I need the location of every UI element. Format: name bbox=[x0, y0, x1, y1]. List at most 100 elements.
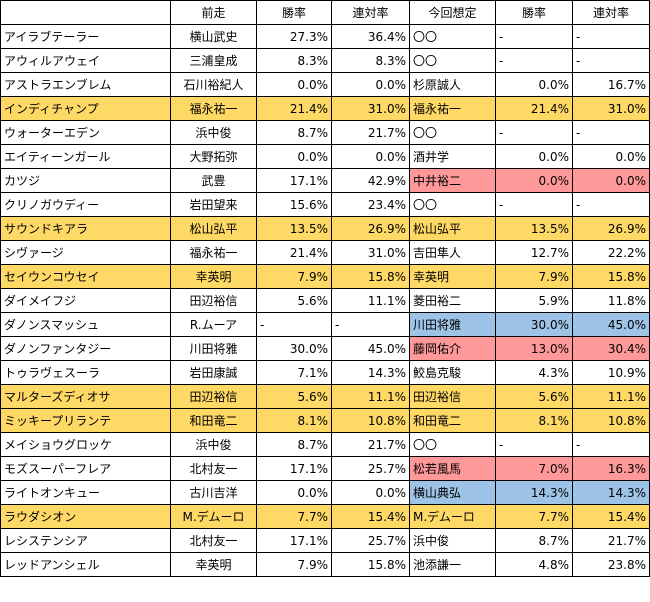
horse-name-cell[interactable]: ラウダシオン bbox=[0, 504, 171, 529]
horse-name-cell[interactable]: ダノンファンタジー bbox=[0, 336, 171, 361]
prev-place-rate-cell[interactable]: 0.0% bbox=[331, 72, 410, 97]
current-win-rate-cell[interactable]: 7.7% bbox=[495, 504, 573, 529]
prev-place-rate-cell[interactable]: 10.8% bbox=[331, 408, 410, 433]
prev-jockey-cell[interactable]: 福永祐一 bbox=[170, 240, 257, 265]
current-win-rate-cell[interactable]: 12.7% bbox=[495, 240, 573, 265]
current-win-rate-cell[interactable]: 8.1% bbox=[495, 408, 573, 433]
prev-win-rate-cell[interactable]: 21.4% bbox=[256, 96, 332, 121]
current-win-rate-cell[interactable]: 14.3% bbox=[495, 480, 573, 505]
current-jockey-cell[interactable]: 松若風馬 bbox=[409, 456, 496, 481]
current-jockey-cell[interactable]: 川田将雅 bbox=[409, 312, 496, 337]
current-place-rate-cell[interactable]: 16.7% bbox=[572, 72, 650, 97]
prev-win-rate-cell[interactable]: 7.9% bbox=[256, 264, 332, 289]
prev-place-rate-cell[interactable]: 21.7% bbox=[331, 120, 410, 145]
horse-name-cell[interactable]: アイラブテーラー bbox=[0, 24, 171, 49]
current-place-rate-cell[interactable]: 30.4% bbox=[572, 336, 650, 361]
current-jockey-cell[interactable]: 田辺裕信 bbox=[409, 384, 496, 409]
horse-name-cell[interactable]: サウンドキアラ bbox=[0, 216, 171, 241]
prev-win-rate-cell[interactable]: 17.1% bbox=[256, 168, 332, 193]
current-win-rate-cell[interactable]: 13.0% bbox=[495, 336, 573, 361]
prev-win-rate-cell[interactable]: 17.1% bbox=[256, 528, 332, 553]
current-win-rate-cell[interactable]: 5.9% bbox=[495, 288, 573, 313]
current-jockey-cell[interactable]: 松山弘平 bbox=[409, 216, 496, 241]
prev-win-rate-cell[interactable]: 5.6% bbox=[256, 384, 332, 409]
header-current-jockey[interactable]: 今回想定 bbox=[409, 0, 496, 25]
prev-win-rate-cell[interactable]: 30.0% bbox=[256, 336, 332, 361]
current-place-rate-cell[interactable]: - bbox=[572, 24, 650, 49]
horse-name-cell[interactable]: トゥラヴェスーラ bbox=[0, 360, 171, 385]
current-place-rate-cell[interactable]: 21.7% bbox=[572, 528, 650, 553]
prev-place-rate-cell[interactable]: 31.0% bbox=[331, 96, 410, 121]
prev-place-rate-cell[interactable]: 11.1% bbox=[331, 384, 410, 409]
prev-place-rate-cell[interactable]: 36.4% bbox=[331, 24, 410, 49]
header-prev-jockey[interactable]: 前走 bbox=[170, 0, 257, 25]
prev-jockey-cell[interactable]: R.ムーア bbox=[170, 312, 257, 337]
prev-jockey-cell[interactable]: 石川裕紀人 bbox=[170, 72, 257, 97]
horse-name-cell[interactable]: ライトオンキュー bbox=[0, 480, 171, 505]
prev-win-rate-cell[interactable]: 15.6% bbox=[256, 192, 332, 217]
prev-jockey-cell[interactable]: 福永祐一 bbox=[170, 96, 257, 121]
prev-place-rate-cell[interactable]: 31.0% bbox=[331, 240, 410, 265]
current-win-rate-cell[interactable]: 0.0% bbox=[495, 168, 573, 193]
horse-name-cell[interactable]: マルターズディオサ bbox=[0, 384, 171, 409]
current-place-rate-cell[interactable]: 22.2% bbox=[572, 240, 650, 265]
prev-jockey-cell[interactable]: 大野拓弥 bbox=[170, 144, 257, 169]
prev-win-rate-cell[interactable]: 0.0% bbox=[256, 480, 332, 505]
horse-name-cell[interactable]: クリノガウディー bbox=[0, 192, 171, 217]
header-prev-win-rate[interactable]: 勝率 bbox=[256, 0, 332, 25]
prev-place-rate-cell[interactable]: 15.8% bbox=[331, 264, 410, 289]
horse-name-cell[interactable]: レッドアンシェル bbox=[0, 552, 171, 577]
header-prev-place-rate[interactable]: 連対率 bbox=[331, 0, 410, 25]
current-jockey-cell[interactable]: 菱田裕二 bbox=[409, 288, 496, 313]
current-jockey-cell[interactable]: M.デムーロ bbox=[409, 504, 496, 529]
prev-jockey-cell[interactable]: 田辺裕信 bbox=[170, 288, 257, 313]
current-jockey-cell[interactable]: 浜中俊 bbox=[409, 528, 496, 553]
current-win-rate-cell[interactable]: 5.6% bbox=[495, 384, 573, 409]
current-win-rate-cell[interactable]: - bbox=[495, 24, 573, 49]
prev-jockey-cell[interactable]: 幸英明 bbox=[170, 264, 257, 289]
prev-place-rate-cell[interactable]: - bbox=[331, 312, 410, 337]
prev-win-rate-cell[interactable]: 7.9% bbox=[256, 552, 332, 577]
current-place-rate-cell[interactable]: 10.9% bbox=[572, 360, 650, 385]
prev-place-rate-cell[interactable]: 26.9% bbox=[331, 216, 410, 241]
current-win-rate-cell[interactable]: 7.0% bbox=[495, 456, 573, 481]
current-win-rate-cell[interactable]: - bbox=[495, 432, 573, 457]
prev-win-rate-cell[interactable]: 17.1% bbox=[256, 456, 332, 481]
prev-win-rate-cell[interactable]: 8.1% bbox=[256, 408, 332, 433]
prev-place-rate-cell[interactable]: 25.7% bbox=[331, 528, 410, 553]
current-win-rate-cell[interactable]: 0.0% bbox=[495, 144, 573, 169]
prev-jockey-cell[interactable]: 松山弘平 bbox=[170, 216, 257, 241]
horse-name-cell[interactable]: シヴァージ bbox=[0, 240, 171, 265]
current-jockey-cell[interactable]: 池添謙一 bbox=[409, 552, 496, 577]
current-place-rate-cell[interactable]: 11.8% bbox=[572, 288, 650, 313]
current-jockey-cell[interactable]: 〇〇 bbox=[409, 120, 496, 145]
prev-place-rate-cell[interactable]: 14.3% bbox=[331, 360, 410, 385]
prev-jockey-cell[interactable]: 川田将雅 bbox=[170, 336, 257, 361]
current-jockey-cell[interactable]: 中井裕二 bbox=[409, 168, 496, 193]
prev-win-rate-cell[interactable]: 7.7% bbox=[256, 504, 332, 529]
current-jockey-cell[interactable]: 〇〇 bbox=[409, 192, 496, 217]
current-place-rate-cell[interactable]: 31.0% bbox=[572, 96, 650, 121]
current-win-rate-cell[interactable]: - bbox=[495, 120, 573, 145]
prev-jockey-cell[interactable]: 北村友一 bbox=[170, 528, 257, 553]
current-place-rate-cell[interactable]: - bbox=[572, 120, 650, 145]
prev-win-rate-cell[interactable]: 8.7% bbox=[256, 432, 332, 457]
current-jockey-cell[interactable]: 藤岡佑介 bbox=[409, 336, 496, 361]
current-win-rate-cell[interactable]: 30.0% bbox=[495, 312, 573, 337]
current-jockey-cell[interactable]: 幸英明 bbox=[409, 264, 496, 289]
horse-name-cell[interactable]: アウィルアウェイ bbox=[0, 48, 171, 73]
current-jockey-cell[interactable]: 〇〇 bbox=[409, 24, 496, 49]
current-jockey-cell[interactable]: 福永祐一 bbox=[409, 96, 496, 121]
prev-win-rate-cell[interactable]: 8.7% bbox=[256, 120, 332, 145]
horse-name-cell[interactable]: カツジ bbox=[0, 168, 171, 193]
prev-jockey-cell[interactable]: 古川吉洋 bbox=[170, 480, 257, 505]
horse-name-cell[interactable]: モズスーパーフレア bbox=[0, 456, 171, 481]
current-win-rate-cell[interactable]: 4.8% bbox=[495, 552, 573, 577]
current-jockey-cell[interactable]: 鮫島克駿 bbox=[409, 360, 496, 385]
current-win-rate-cell[interactable]: - bbox=[495, 192, 573, 217]
current-place-rate-cell[interactable]: 15.4% bbox=[572, 504, 650, 529]
current-win-rate-cell[interactable]: - bbox=[495, 48, 573, 73]
prev-place-rate-cell[interactable]: 23.4% bbox=[331, 192, 410, 217]
prev-place-rate-cell[interactable]: 15.8% bbox=[331, 552, 410, 577]
prev-place-rate-cell[interactable]: 11.1% bbox=[331, 288, 410, 313]
